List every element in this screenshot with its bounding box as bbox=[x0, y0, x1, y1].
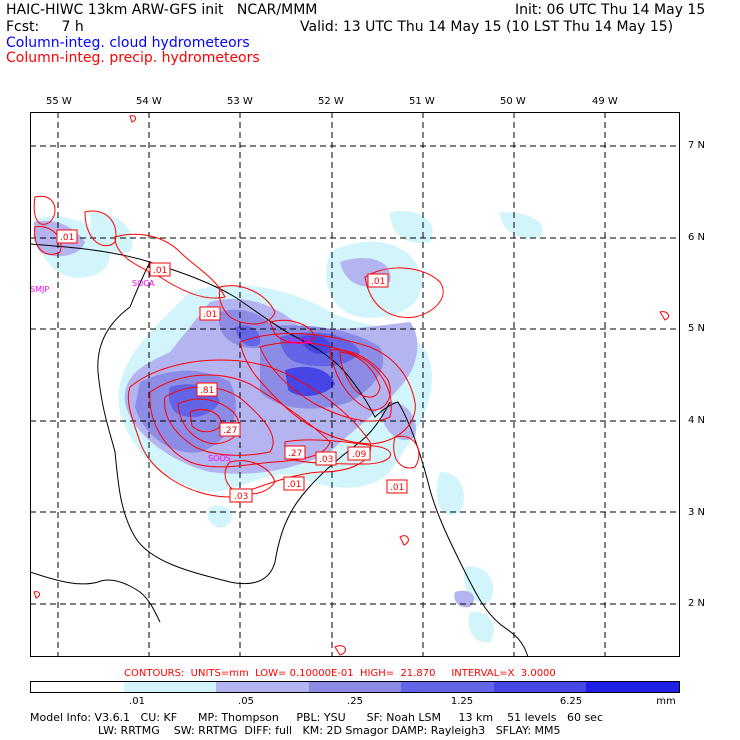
station-label: SOOS bbox=[208, 454, 231, 463]
coastline bbox=[30, 243, 529, 657]
lon-label: 50 W bbox=[500, 96, 526, 107]
contour-label: .27 bbox=[223, 426, 237, 436]
lon-label: 52 W bbox=[318, 96, 344, 107]
lat-label: 2 N bbox=[688, 598, 706, 609]
colorbar-swatch bbox=[493, 682, 587, 692]
contour-labels: .01 .01 .01 .01 .81 .27 .27 .03 .09 .03 … bbox=[56, 229, 408, 503]
map-frame bbox=[30, 112, 680, 657]
colorbar-swatch bbox=[123, 682, 217, 692]
contour-label: .27 bbox=[288, 449, 302, 459]
cloud-legend: Column-integ. cloud hydrometeors bbox=[6, 35, 250, 51]
lat-label: 3 N bbox=[688, 507, 706, 518]
lon-label: 49 W bbox=[592, 96, 618, 107]
colorbar-swatch bbox=[216, 682, 309, 692]
contour-label: .09 bbox=[352, 450, 367, 460]
model-info-line2: LW: RRTMG SW: RRTMG DIFF: full KM: 2D Sm… bbox=[98, 724, 561, 737]
colorbar-swatch bbox=[586, 682, 680, 692]
contour-label: .03 bbox=[234, 492, 248, 502]
lon-label: 55 W bbox=[46, 96, 72, 107]
colorbar-swatch bbox=[308, 682, 402, 692]
colorbar-unit: mm bbox=[656, 696, 676, 707]
colorbar-tick: 6.25 bbox=[559, 696, 583, 707]
colorbar-tick: .05 bbox=[238, 696, 254, 707]
valid-time: Valid: 13 UTC Thu 14 May 15 (10 LST Thu … bbox=[300, 19, 674, 35]
station-labels: SMJP SOCA SOOA SOOS bbox=[30, 279, 312, 463]
station-label: SOOA bbox=[288, 337, 312, 346]
contour-label: .01 bbox=[371, 277, 385, 287]
contour-label: .03 bbox=[319, 455, 333, 465]
plot-title: HAIC-HIWC 13km ARW-GFS init NCAR/MMM bbox=[6, 2, 318, 18]
lat-lon-grid bbox=[30, 112, 680, 657]
colorbar-tick: .25 bbox=[347, 696, 363, 707]
lat-label: 5 N bbox=[688, 323, 706, 334]
contour-info: CONTOURS: UNITS=mm LOW= 0.10000E-01 HIGH… bbox=[124, 668, 556, 679]
station-label: SOCA bbox=[132, 279, 155, 288]
contour-label: .01 bbox=[60, 233, 74, 243]
colorbar-tick: .01 bbox=[129, 696, 145, 707]
colorbar-tick: 1.25 bbox=[450, 696, 474, 707]
contour-label: .01 bbox=[390, 483, 404, 493]
map-panel: .01 .01 .01 .01 .81 .27 .27 .03 .09 .03 … bbox=[30, 112, 680, 657]
lat-label: 6 N bbox=[688, 232, 706, 243]
lat-label: 4 N bbox=[688, 415, 706, 426]
lon-label: 54 W bbox=[136, 96, 162, 107]
contour-label: .01 bbox=[287, 480, 301, 490]
contour-label: .01 bbox=[203, 310, 217, 320]
station-label: SMJP bbox=[30, 285, 49, 294]
colorbar-swatch bbox=[401, 682, 494, 692]
contour-label: .81 bbox=[200, 386, 214, 396]
precip-legend: Column-integ. precip. hydrometeors bbox=[6, 50, 260, 66]
model-info-line1: Model Info: V3.6.1 CU: KF MP: Thompson P… bbox=[30, 711, 603, 724]
colorbar-swatch bbox=[31, 682, 124, 692]
contour-label: .01 bbox=[153, 266, 167, 276]
precip-contours bbox=[33, 115, 670, 656]
forecast-hour: Fcst: 7 h bbox=[6, 19, 84, 35]
lat-label: 7 N bbox=[688, 140, 706, 151]
lon-label: 53 W bbox=[227, 96, 253, 107]
init-time: Init: 06 UTC Thu 14 May 15 bbox=[515, 2, 706, 18]
lon-label: 51 W bbox=[409, 96, 435, 107]
colorbar bbox=[30, 681, 680, 693]
